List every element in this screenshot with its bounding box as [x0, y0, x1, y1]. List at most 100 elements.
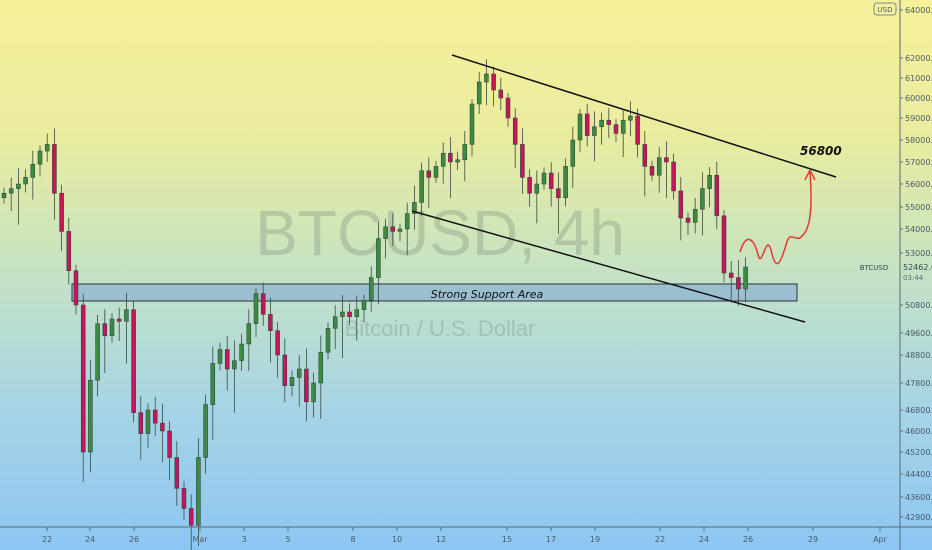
- price-tick-label: 48800.0: [905, 351, 932, 360]
- candle: [260, 282, 266, 326]
- candle-body: [736, 277, 741, 290]
- candle: [649, 160, 655, 181]
- candle: [145, 403, 151, 449]
- candle: [282, 338, 288, 403]
- candle-body: [253, 293, 259, 324]
- candle-body: [678, 190, 684, 219]
- time-tick-label: 26: [743, 535, 753, 544]
- candle-body: [685, 217, 691, 223]
- last-price-symbol: BTCUSD: [860, 264, 889, 272]
- candle-body: [275, 330, 280, 356]
- candle: [642, 130, 648, 197]
- candle: [556, 172, 561, 234]
- price-tick-label: 58000.0: [905, 136, 932, 145]
- candle-body: [23, 177, 28, 185]
- candle: [102, 309, 108, 373]
- candle-body: [512, 117, 518, 145]
- candle-body: [484, 73, 489, 83]
- candle-body: [174, 457, 180, 489]
- candle: [448, 137, 453, 198]
- candle-body: [232, 360, 237, 370]
- time-tick-label: 17: [546, 535, 556, 544]
- candle-body: [728, 272, 734, 278]
- price-tick-label: 47800.0: [905, 379, 932, 388]
- price-tick-label: 49600.0: [905, 329, 932, 338]
- lower-channel-line[interactable]: [411, 210, 806, 323]
- candle: [383, 218, 388, 259]
- candle: [376, 221, 381, 305]
- price-tick-label: 55000.0: [905, 203, 932, 212]
- candle: [30, 150, 36, 200]
- candle-body: [210, 363, 216, 405]
- candle-body: [448, 152, 453, 163]
- candle-body: [145, 409, 151, 434]
- candle: [628, 101, 633, 137]
- candle-body: [361, 300, 367, 310]
- candle-body: [469, 103, 475, 145]
- candle: [318, 335, 324, 419]
- time-tick-label: 19: [590, 535, 600, 544]
- time-tick-label: 22: [42, 535, 52, 544]
- candle-body: [649, 166, 655, 176]
- candle: [196, 438, 201, 546]
- candle-body: [138, 412, 144, 434]
- bar-countdown: 03:44: [903, 274, 924, 282]
- candle: [160, 403, 165, 463]
- candle-body: [541, 172, 547, 185]
- price-tick-label: 44400.0: [905, 470, 932, 479]
- price-tick-label: 57000.0: [905, 158, 932, 167]
- candle: [404, 202, 410, 256]
- price-tick-label: 54000.0: [905, 225, 932, 234]
- candle: [311, 372, 316, 418]
- target-price-label: 56800: [800, 144, 842, 158]
- candle-body: [30, 163, 36, 178]
- candle: [541, 167, 547, 190]
- candle: [44, 133, 50, 162]
- price-tick-label: 53000.0: [905, 249, 932, 258]
- candle: [743, 257, 748, 303]
- time-tick-label: 22: [655, 535, 665, 544]
- candle: [253, 287, 259, 338]
- projection-path[interactable]: [739, 171, 812, 265]
- time-tick-label: Mar: [192, 535, 208, 544]
- candle-body: [707, 174, 712, 189]
- candle-body: [498, 89, 504, 99]
- candle-body: [246, 323, 252, 345]
- candle-body: [692, 208, 698, 223]
- time-tick-label: 15: [502, 535, 512, 544]
- candle: [66, 217, 72, 285]
- candle-body: [44, 144, 50, 152]
- candle: [188, 494, 194, 550]
- candle: [88, 359, 93, 473]
- candle: [707, 167, 712, 208]
- time-tick-label: 29: [808, 535, 818, 544]
- candle: [152, 396, 158, 436]
- candle: [563, 158, 568, 207]
- price-axis[interactable]: 64000.0 62000.0 61000.0 60000.0 59000.0 58000…: [900, 6, 932, 522]
- currency-badge[interactable]: [873, 2, 897, 16]
- candle: [419, 162, 424, 216]
- candle-body: [239, 343, 244, 361]
- price-tick-label: 43600.0: [905, 493, 932, 502]
- candle: [656, 146, 662, 193]
- candle-body: [520, 144, 525, 178]
- candle-body: [577, 113, 583, 141]
- candle: [721, 210, 727, 283]
- candle-body: [505, 97, 511, 119]
- candle: [246, 309, 252, 372]
- price-tick-label: 46000.0: [905, 427, 932, 436]
- upper-channel-line[interactable]: [451, 54, 837, 178]
- price-tick-label: 61000.0: [905, 74, 932, 83]
- candle: [527, 169, 532, 207]
- time-axis[interactable]: 22 24 26 Mar 3 5 8 10 12 15 17 19 22 24 26 29 Apr: [42, 527, 888, 544]
- support-zone[interactable]: [71, 283, 798, 302]
- candle: [592, 111, 597, 162]
- candle-body: [116, 318, 122, 322]
- candle-body: [599, 119, 604, 128]
- candle-body: [397, 228, 403, 232]
- price-tick-label: 59000.0: [905, 114, 932, 123]
- candle: [484, 59, 489, 106]
- candle-body: [282, 354, 288, 386]
- candle: [397, 223, 403, 241]
